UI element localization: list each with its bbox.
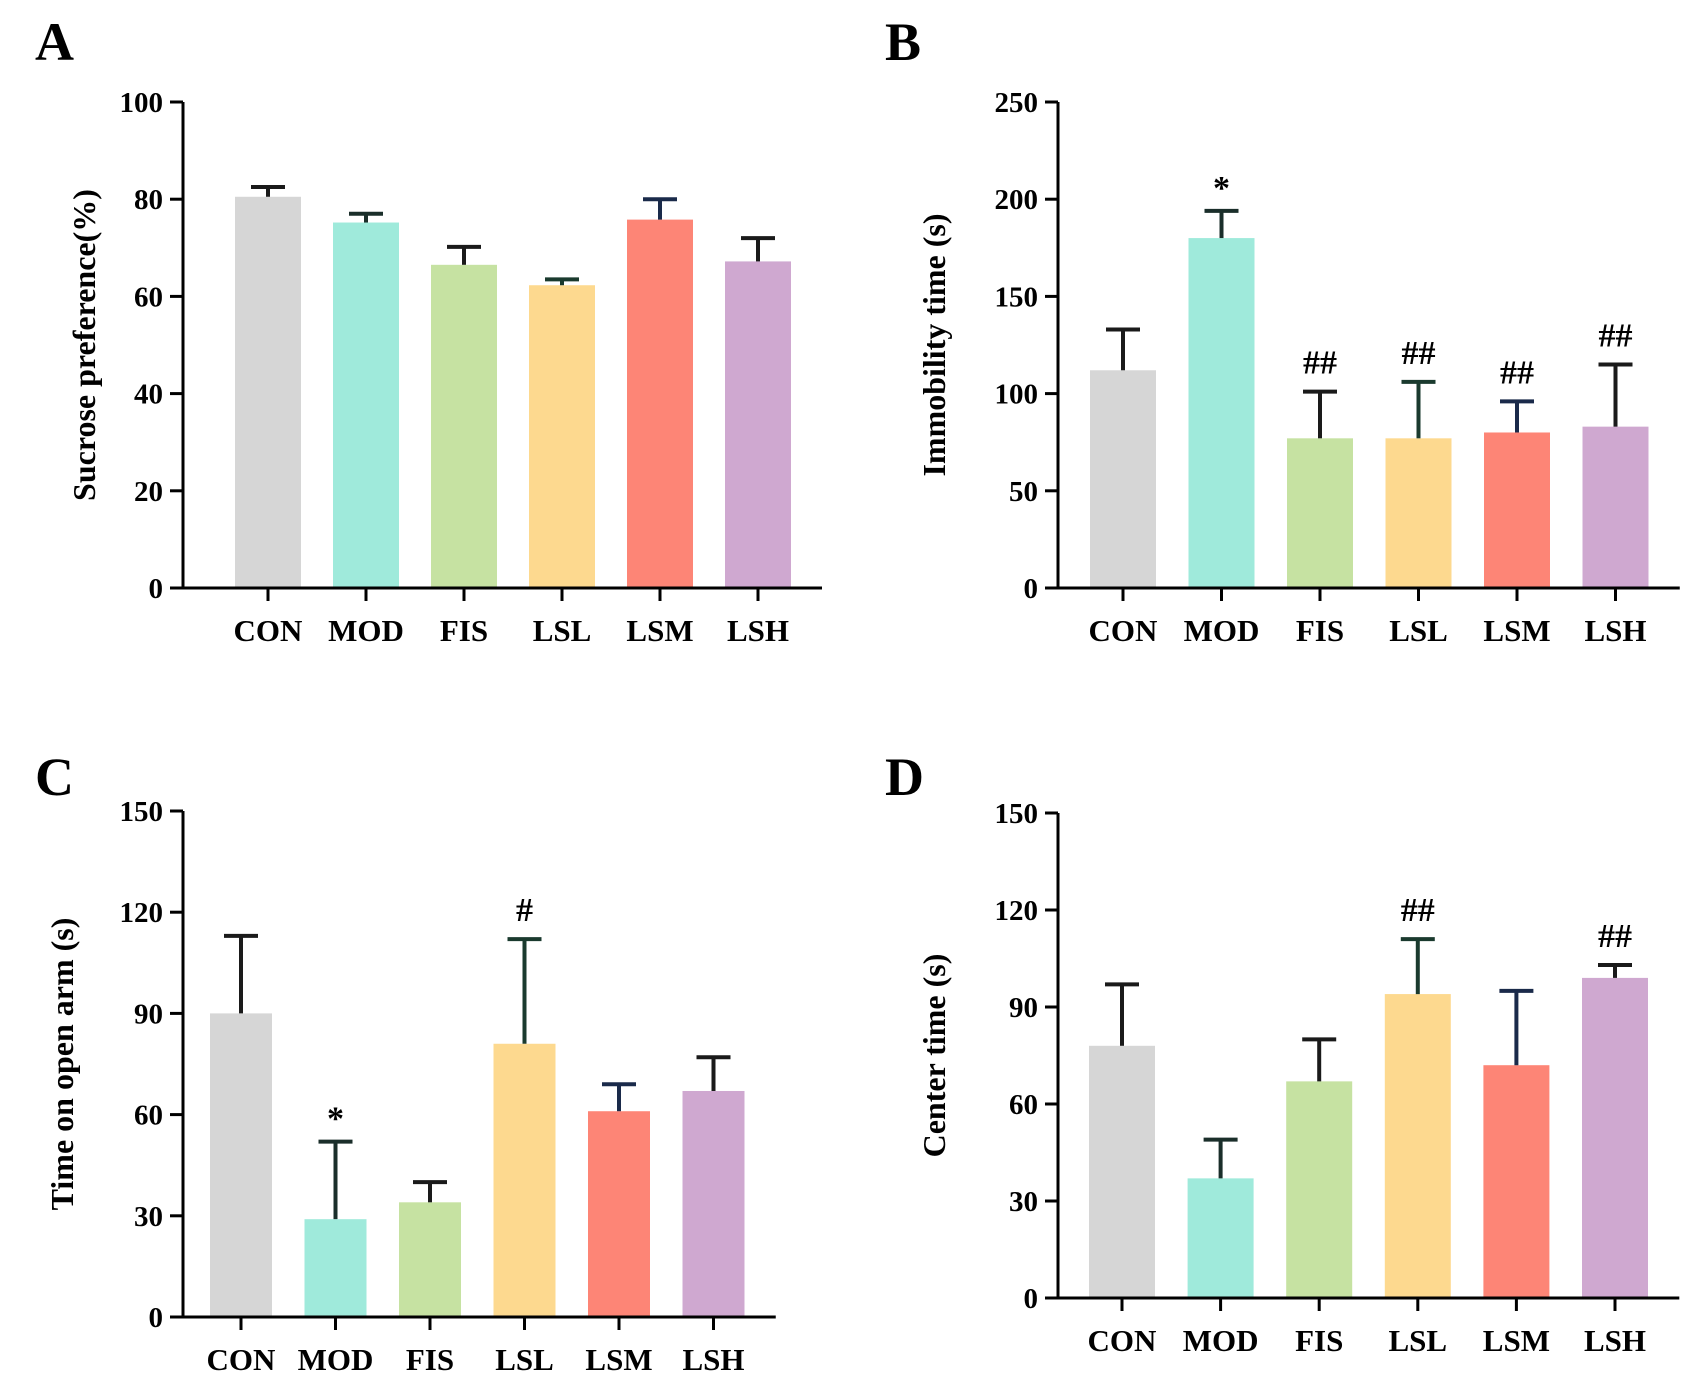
significance-label: *: [327, 1101, 344, 1138]
significance-label: #: [516, 892, 533, 929]
y-tick-label: 250: [995, 87, 1039, 119]
panel-letter: B: [885, 12, 921, 72]
category-label: CON: [1088, 1323, 1157, 1358]
significance-label: ##: [1598, 918, 1632, 955]
category-label: LSM: [626, 613, 693, 648]
category-label: LSL: [1388, 1323, 1447, 1358]
category-label: CON: [207, 1342, 276, 1377]
y-axis-label: Sucrose preference(%): [66, 189, 102, 501]
bar: [493, 1043, 556, 1317]
bar: [1089, 1045, 1155, 1298]
category-label: CON: [1089, 613, 1158, 648]
category-label: FIS: [1295, 1323, 1343, 1358]
y-tick-label: 30: [1009, 1186, 1038, 1218]
bar: [1385, 438, 1452, 588]
y-tick-label: 100: [995, 379, 1039, 411]
bar: [529, 285, 595, 588]
bar: [1287, 438, 1353, 588]
category-label: LSL: [1389, 613, 1448, 648]
y-tick-label: 0: [149, 573, 164, 605]
y-tick-label: 50: [1009, 476, 1038, 508]
y-tick-label: 0: [149, 1302, 164, 1334]
y-tick-label: 0: [1024, 1283, 1039, 1315]
category-label: FIS: [406, 1342, 454, 1377]
bar: [210, 1013, 272, 1317]
bar: [1188, 238, 1255, 588]
bar: [725, 261, 791, 588]
bar: [1286, 1081, 1353, 1298]
bar: [1484, 432, 1550, 588]
y-tick-label: 120: [995, 895, 1039, 927]
bar: [1090, 370, 1156, 588]
panel-letter: A: [35, 12, 74, 72]
category-label: MOD: [1183, 1323, 1259, 1358]
category-label: FIS: [440, 613, 488, 648]
y-axis-label: Center time (s): [916, 954, 952, 1158]
y-tick-label: 200: [995, 184, 1039, 216]
y-tick-label: 20: [134, 476, 163, 508]
y-axis-label: Immobility time (s): [916, 213, 952, 476]
panel-letter: C: [35, 747, 74, 807]
significance-label: ##: [1303, 345, 1337, 382]
significance-label: ##: [1402, 335, 1436, 372]
y-tick-label: 150: [995, 281, 1039, 313]
bar: [1582, 977, 1648, 1298]
bar: [333, 222, 399, 588]
significance-label: ##: [1500, 354, 1534, 391]
bar: [627, 219, 693, 588]
category-label: FIS: [1296, 613, 1344, 648]
y-axis-label: Time on open arm (s): [44, 918, 80, 1211]
y-tick-label: 80: [134, 184, 163, 216]
significance-label: *: [1213, 170, 1230, 207]
y-tick-label: 60: [134, 281, 163, 313]
bar: [1187, 1178, 1254, 1298]
significance-label: ##: [1401, 892, 1435, 929]
category-label: LSL: [495, 1342, 554, 1377]
y-tick-label: 40: [134, 379, 163, 411]
bar: [304, 1219, 367, 1317]
y-tick-label: 150: [120, 796, 164, 828]
category-label: LSL: [533, 613, 592, 648]
bar: [588, 1111, 650, 1317]
y-tick-label: 120: [120, 897, 164, 929]
panel-d: D CON MOD FIS ## LSL LSM ## LSH 0 30 60 90 120 150 Cent…: [885, 747, 1680, 1358]
y-tick-label: 150: [995, 798, 1039, 830]
bar: [1384, 994, 1451, 1298]
bar: [1483, 1065, 1550, 1298]
y-tick-label: 0: [1024, 573, 1039, 605]
category-label: MOD: [1184, 613, 1260, 648]
bar: [682, 1090, 745, 1317]
y-tick-label: 100: [120, 87, 164, 119]
category-label: CON: [234, 613, 303, 648]
bar: [399, 1202, 461, 1317]
bar: [1582, 426, 1649, 588]
category-label: LSM: [1483, 613, 1550, 648]
panel-b: B CON * MOD ## FIS ## LSL ## LSM ## LSH 0 50 100 150 200…: [885, 12, 1680, 648]
significance-label: ##: [1599, 317, 1633, 354]
y-tick-label: 60: [134, 1100, 163, 1132]
category-label: LSH: [682, 1342, 744, 1377]
panel-letter: D: [885, 747, 924, 807]
category-label: LSH: [1584, 1323, 1646, 1358]
category-label: MOD: [298, 1342, 374, 1377]
y-tick-label: 90: [1009, 992, 1038, 1024]
panel-a: A CON MOD FIS LSL LSM LSH 0 20 40 60 80 100 Sucrose p…: [35, 12, 822, 648]
category-label: LSH: [727, 613, 789, 648]
bar: [235, 196, 301, 588]
panel-c: C CON * MOD FIS # LSL LSM LSH 0 30 60 90 120 150 Time o…: [35, 747, 776, 1377]
y-tick-label: 90: [134, 998, 163, 1030]
category-label: MOD: [328, 613, 404, 648]
bar: [431, 264, 497, 588]
category-label: LSH: [1584, 613, 1646, 648]
category-label: LSM: [585, 1342, 652, 1377]
y-tick-label: 30: [134, 1201, 163, 1233]
category-label: LSM: [1483, 1323, 1550, 1358]
y-tick-label: 60: [1009, 1089, 1038, 1121]
